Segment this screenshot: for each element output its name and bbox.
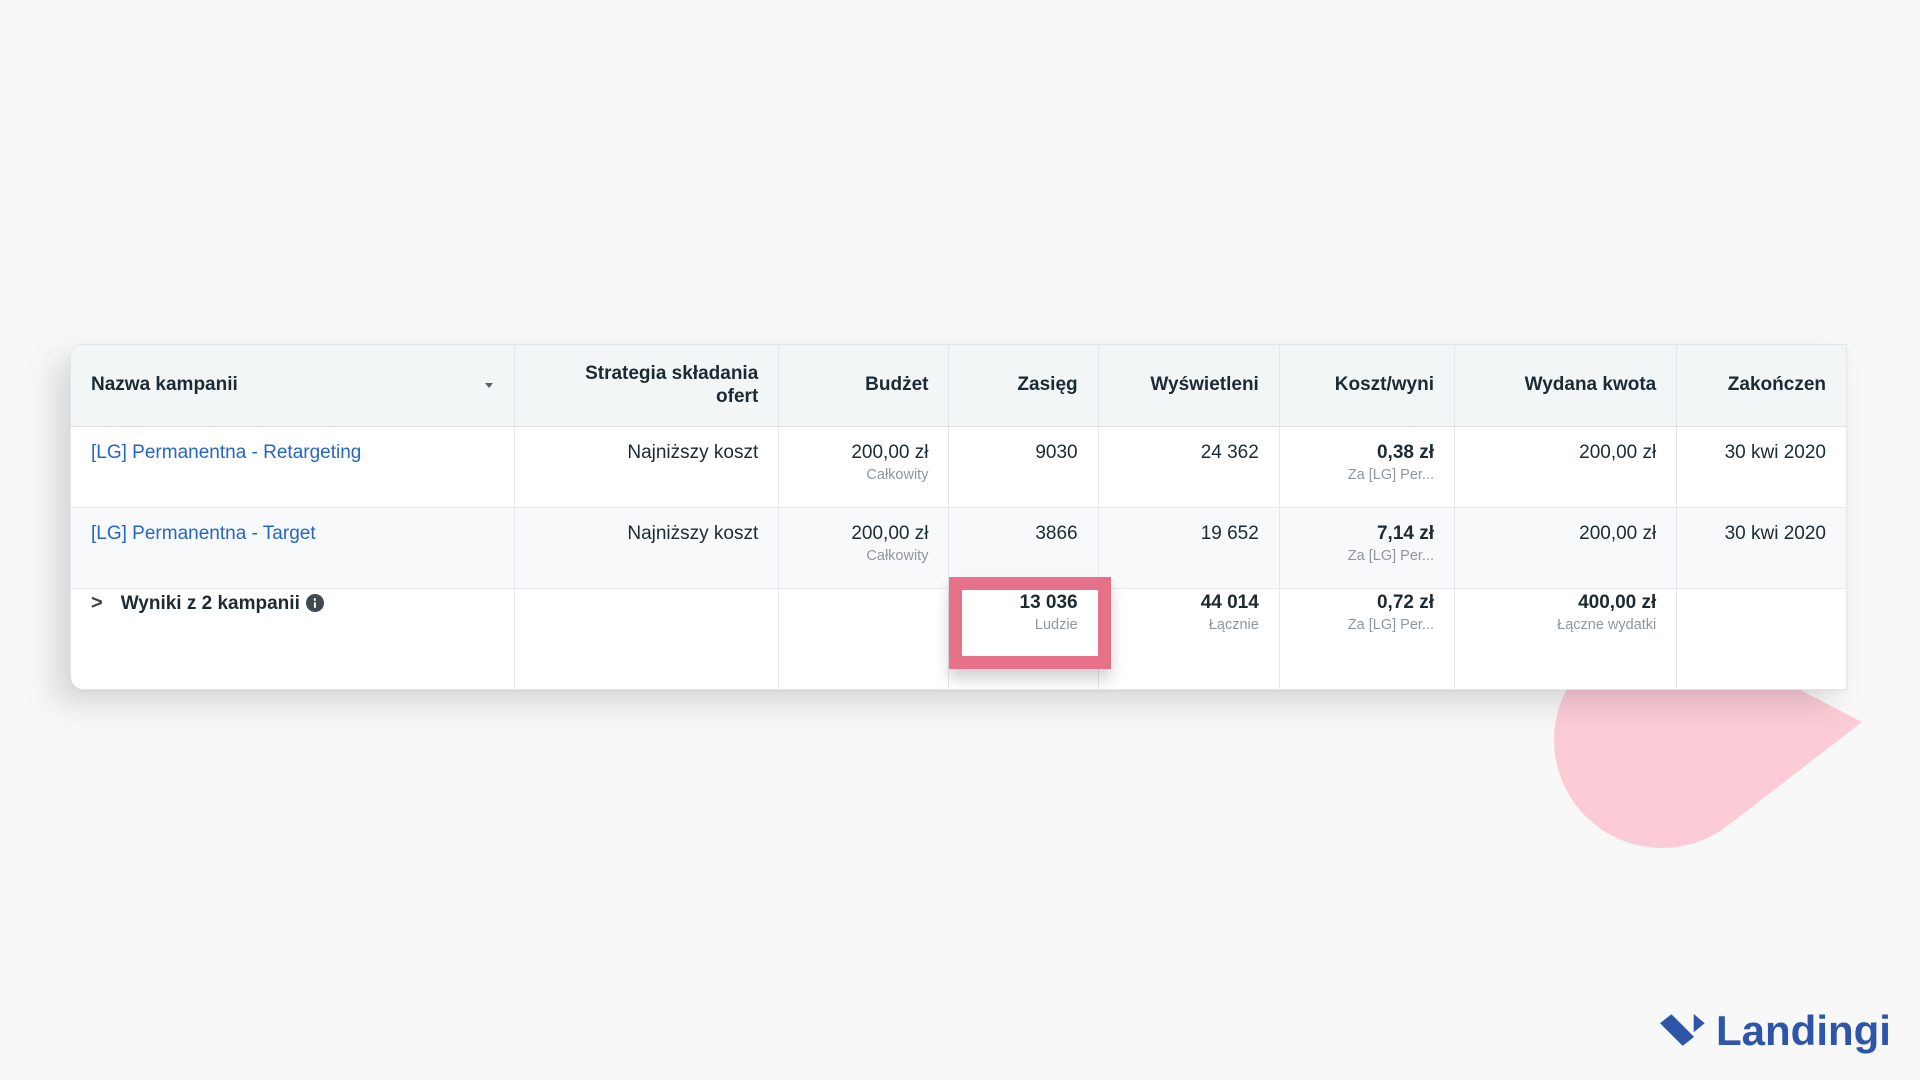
svg-text:Landingi: Landingi — [1716, 1007, 1891, 1054]
